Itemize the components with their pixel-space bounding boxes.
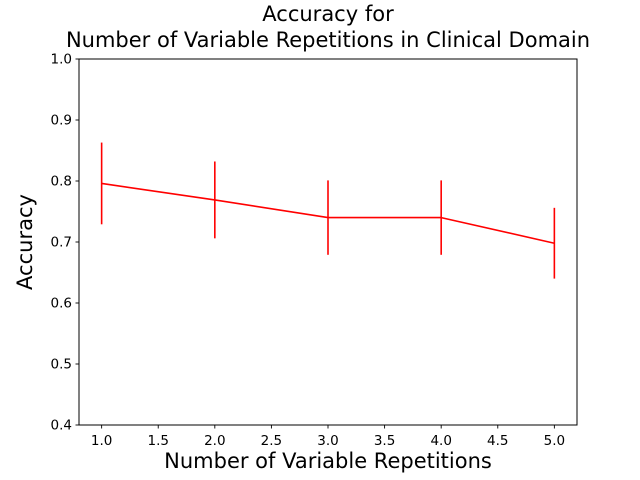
x-tick-label: 4.5 bbox=[487, 433, 508, 449]
chart-title-line1: Accuracy for bbox=[262, 2, 394, 26]
chart-title: Accuracy for Number of Variable Repetiti… bbox=[66, 1, 590, 53]
data-line bbox=[101, 182, 555, 245]
y-tick-label: 0.4 bbox=[51, 418, 72, 434]
x-tick-label: 2.0 bbox=[204, 433, 225, 449]
y-tick-label: 0.5 bbox=[51, 357, 72, 373]
y-tick-label: 0.7 bbox=[51, 235, 72, 251]
y-tick-label: 0.8 bbox=[51, 174, 72, 190]
x-tick-label: 3.5 bbox=[374, 433, 395, 449]
x-tick-label: 2.5 bbox=[261, 433, 282, 449]
x-tick-label: 3.0 bbox=[317, 433, 338, 449]
x-tick-label: 5.0 bbox=[544, 433, 565, 449]
x-axis-label: Number of Variable Repetitions bbox=[164, 449, 492, 473]
x-tick-label: 1.0 bbox=[91, 433, 112, 449]
plot-frame bbox=[78, 58, 578, 426]
y-tick-label: 1.0 bbox=[51, 52, 72, 68]
x-tick-label: 1.5 bbox=[147, 433, 168, 449]
chart-title-line2: Number of Variable Repetitions in Clinic… bbox=[65, 28, 591, 52]
x-tick-label: 4.0 bbox=[430, 433, 451, 449]
y-tick-label: 0.9 bbox=[51, 113, 72, 129]
y-tick-label: 0.6 bbox=[51, 296, 72, 312]
